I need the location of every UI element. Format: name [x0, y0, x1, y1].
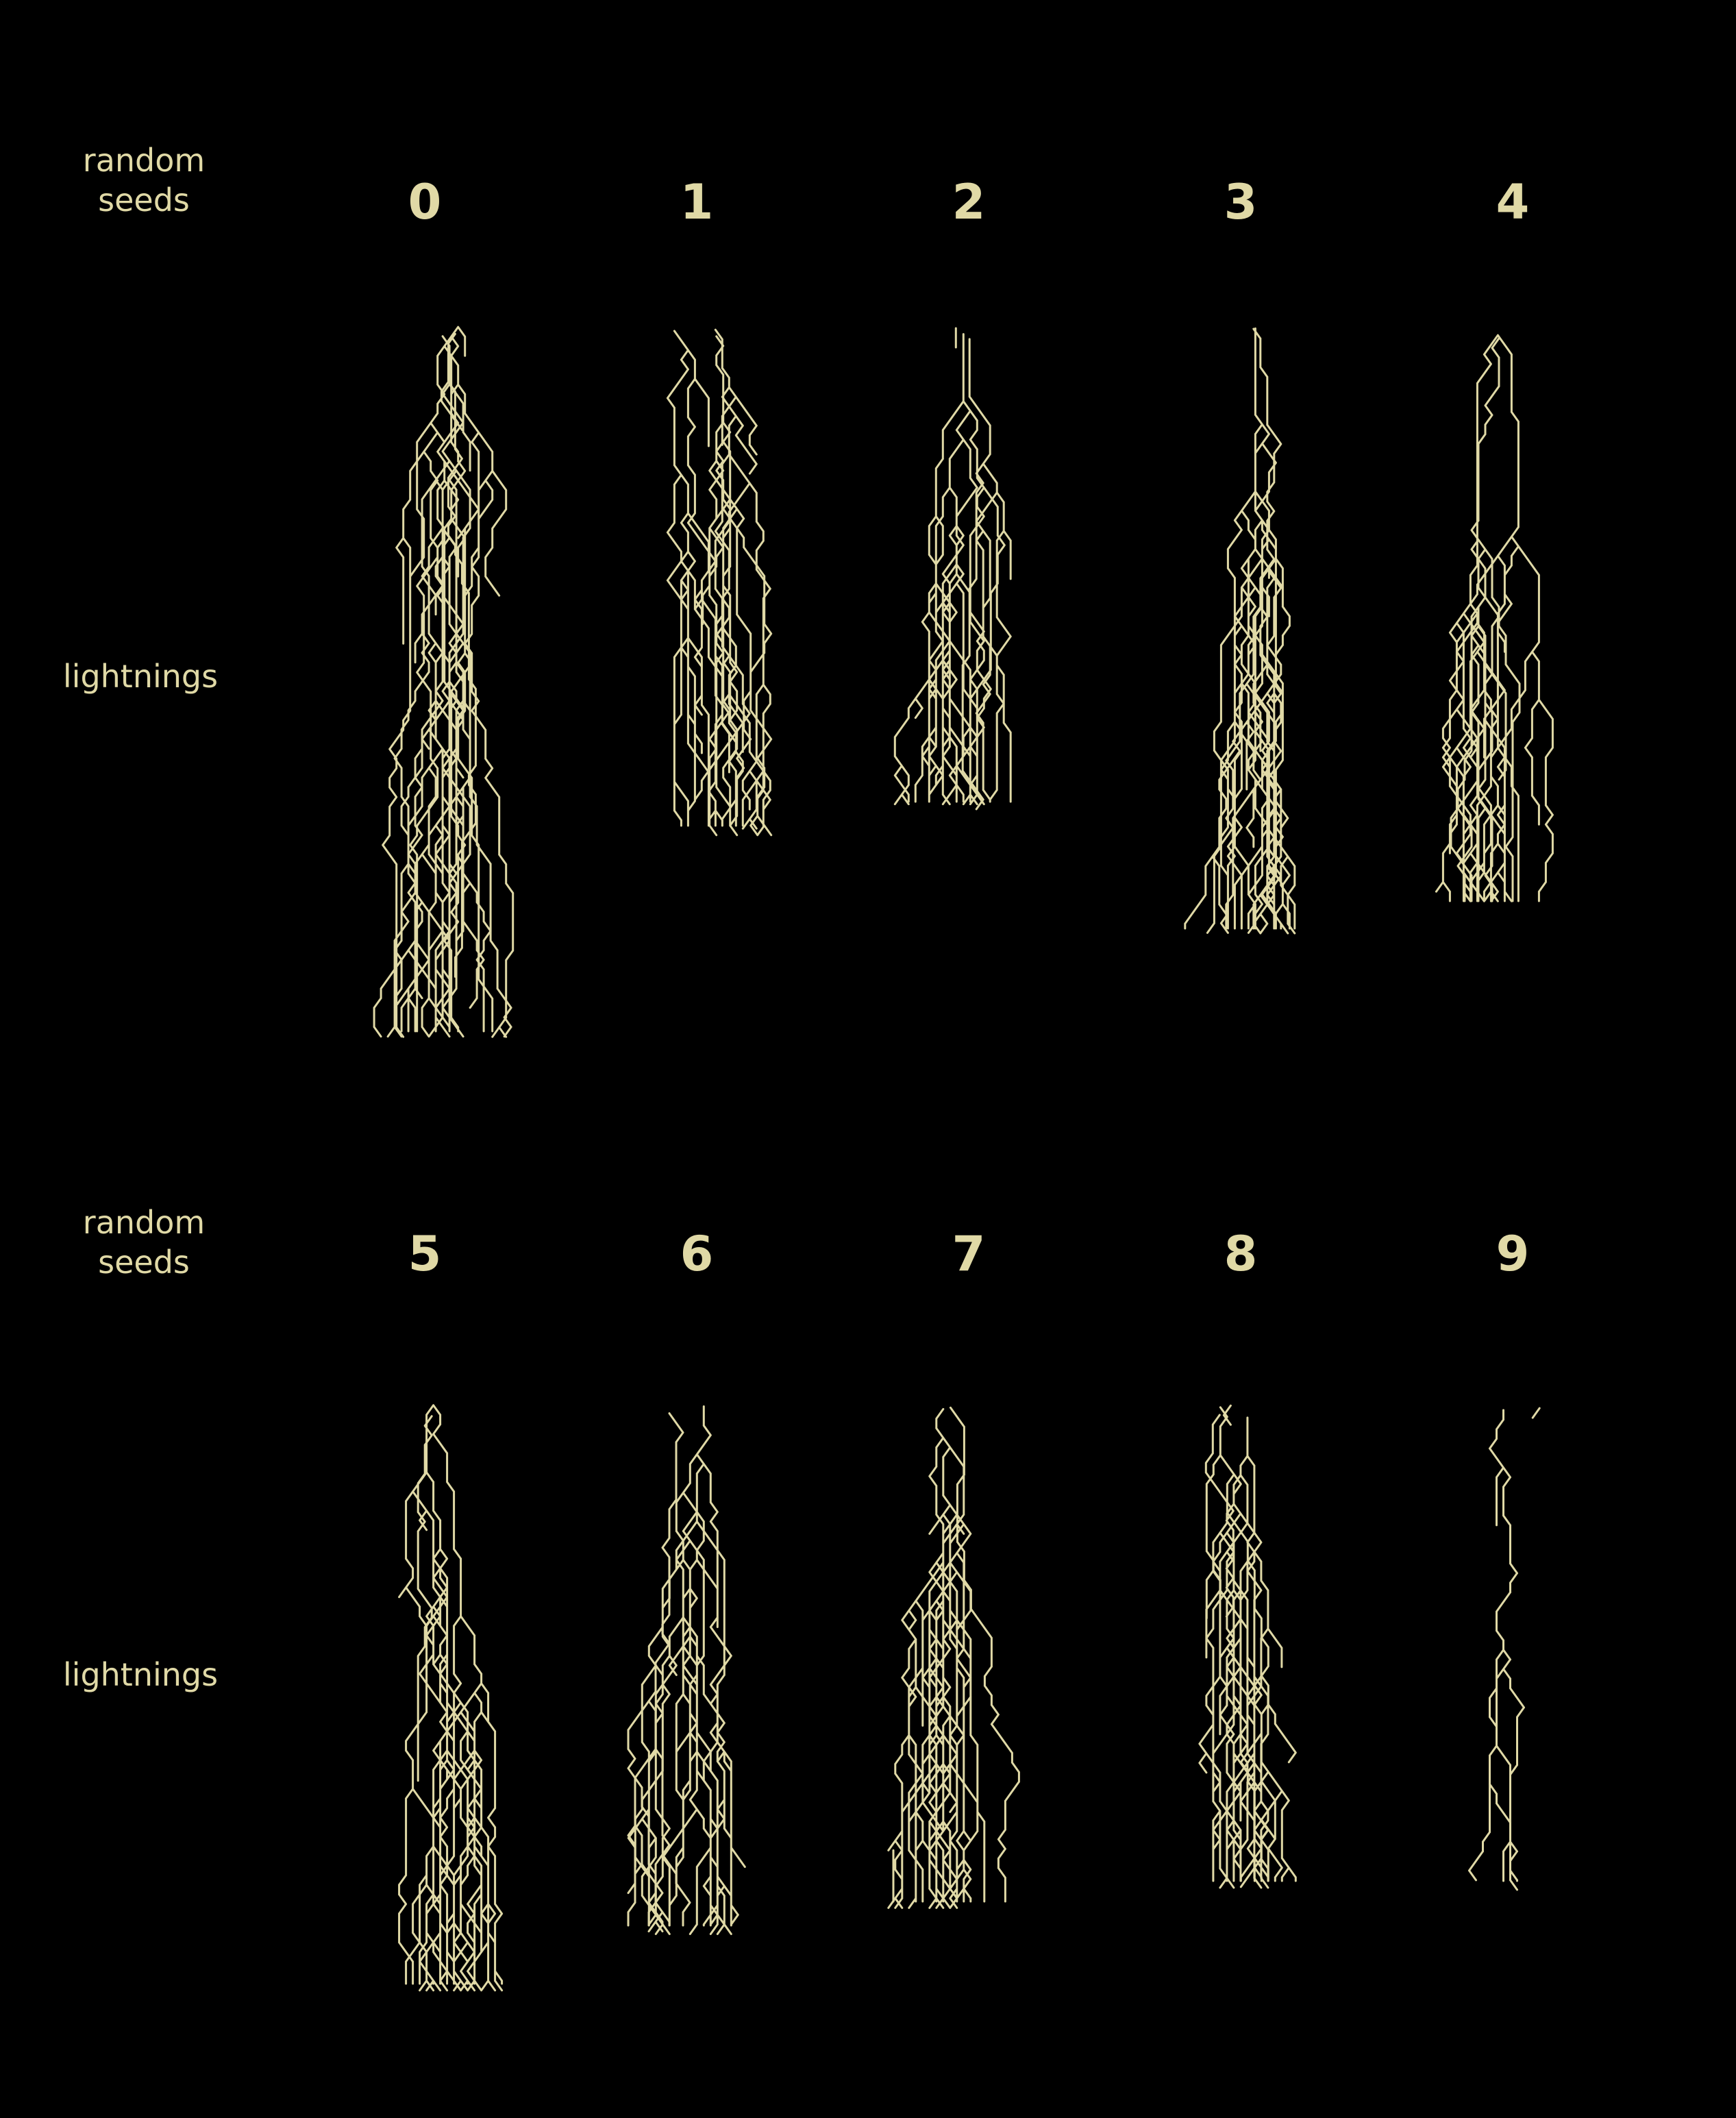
lightnings-group — [373, 325, 1554, 1992]
seed-number-6: 6 — [680, 1226, 714, 1282]
seed-row-label-line1: random — [82, 1204, 206, 1241]
seed-number-5: 5 — [408, 1226, 442, 1282]
seed-number-7: 7 — [952, 1226, 986, 1282]
seed-row-label-line2: seeds — [98, 1244, 190, 1281]
lightning-0 — [373, 325, 514, 1038]
seed-number-4: 4 — [1496, 174, 1530, 230]
lightning-9 — [1468, 1407, 1541, 1891]
seed-number-3: 3 — [1224, 174, 1258, 230]
seed-row-label-2: random seeds — [69, 1203, 219, 1282]
seed-number-8: 8 — [1224, 1226, 1258, 1282]
seed-row-label-line2: seeds — [98, 182, 190, 219]
seed-number-2: 2 — [952, 174, 986, 230]
lightning-8 — [1198, 1404, 1297, 1889]
seed-number-1: 1 — [680, 174, 714, 230]
lightning-4 — [1435, 334, 1554, 902]
seed-number-0: 0 — [408, 174, 442, 230]
lightning-2 — [893, 327, 1012, 811]
lightning-row-label-2: lightnings — [62, 1656, 219, 1693]
lightning-5 — [398, 1404, 504, 1992]
seed-row-label-line1: random — [82, 142, 206, 179]
seed-row-label-1: random seeds — [69, 140, 219, 220]
lightning-row-label-1: lightnings — [62, 658, 219, 695]
lightning-3 — [1184, 327, 1296, 935]
lightning-1 — [666, 328, 773, 837]
seed-number-9: 9 — [1496, 1226, 1530, 1282]
lightning-6 — [627, 1405, 746, 1935]
lightning-7 — [887, 1406, 1020, 1909]
